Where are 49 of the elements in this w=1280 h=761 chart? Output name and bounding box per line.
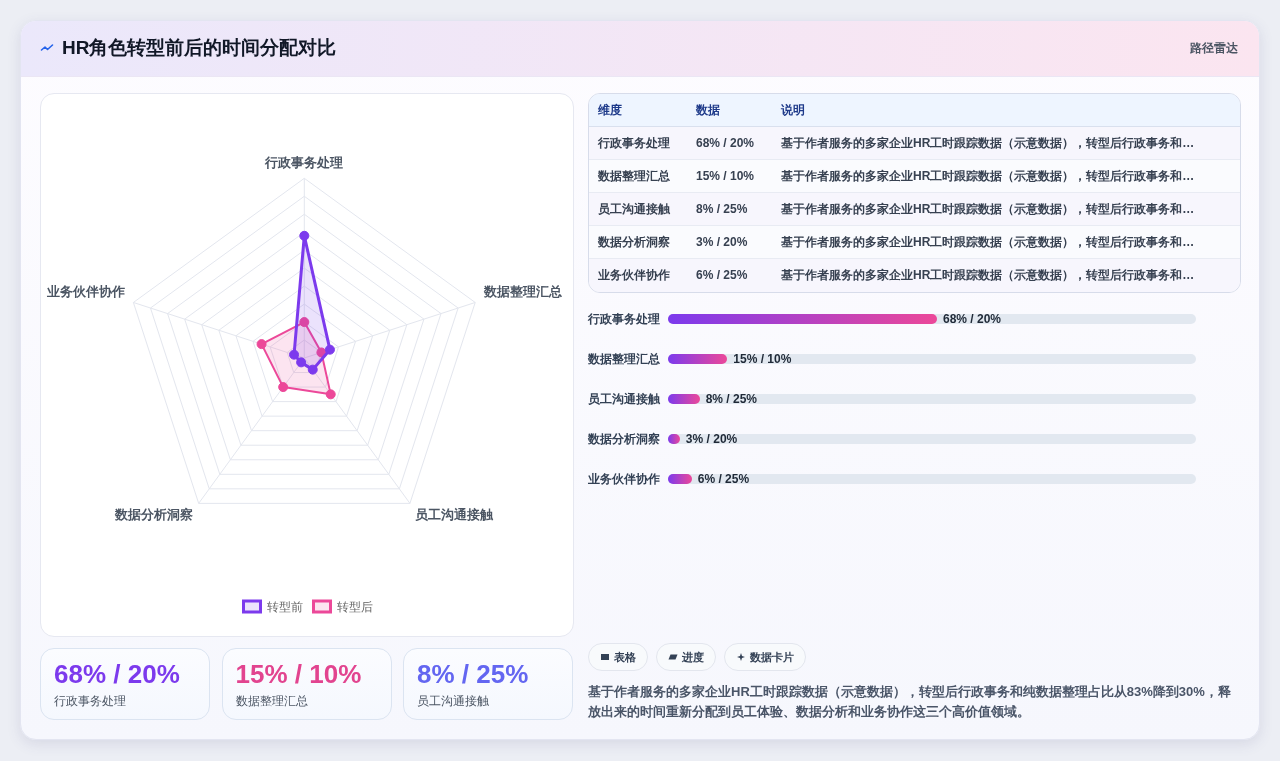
text: 基于作者服务的多家企业HR工时跟踪数据（示意数据），转型后行政事务和… [781,168,1195,184]
text: 8% / 25% [417,659,529,689]
text: 基于作者服务的多家企业HR工时跟踪数据（示意数据），转型后行政事务和… [781,135,1195,151]
axis-label: 业务伙伴协作 [46,284,125,300]
text: 数据 [696,102,720,118]
text: 6% / 25% [696,267,748,283]
text: 8% / 25% [696,201,748,217]
data-label: 68% / 20% [943,311,1002,327]
text: 15% / 10% [235,659,362,689]
legend-item: 转型后 [312,599,373,614]
text: 说明 [781,102,805,118]
text: 进度 [682,649,704,665]
y-tick-label: 数据分析洞察 [588,431,660,447]
category-label: 行政事务处理 [598,135,670,151]
y-tick-label: 行政事务处理 [588,311,660,327]
data-label: 15% / 10% [733,351,792,367]
text: 基于作者服务的多家企业HR工时跟踪数据（示意数据），转型后行政事务和… [781,201,1195,217]
y-tick-label: 员工沟通接触 [588,391,660,407]
category-label: 员工沟通接触 [417,693,489,709]
text: 基于作者服务的多家企业HR工时跟踪数据（示意数据），转型后行政事务和… [781,234,1195,250]
category-label: 数据整理汇总 [598,168,670,184]
category-label: 数据整理汇总 [235,693,308,709]
text: 3% / 20% [696,234,748,250]
text: 15% / 10% [696,168,755,184]
axis-label: 员工沟通接触 [415,507,494,523]
text: 维度 [598,102,622,118]
data-label: 3% / 20% [685,431,738,447]
text: 路径雷达 [1190,40,1238,56]
axis-label: 数据整理汇总 [483,284,562,300]
legend-item: 转型前 [242,599,303,614]
text: 68% / 20% [54,659,180,689]
category-label: 业务伙伴协作 [598,267,670,283]
axis-label: 数据分析洞察 [115,507,194,523]
data-label: 8% / 25% [705,391,758,407]
text: 基于作者服务的多家企业HR工时跟踪数据（示意数据），转型后行政事务和… [781,267,1195,283]
category-label: 数据分析洞察 [598,234,670,250]
category-label: 行政事务处理 [54,693,126,709]
y-tick-label: 业务伙伴协作 [588,471,660,487]
data-label: 6% / 25% [697,471,750,487]
text: 表格 [614,649,636,665]
y-tick-label: 数据整理汇总 [588,351,660,367]
legend-label: 转型后 [337,600,373,614]
axis-label: 行政事务处理 [265,154,344,170]
text: HR角色转型前后的时间分配对比 [62,36,337,60]
legend-label: 转型前 [267,600,303,614]
category-label: 员工沟通接触 [598,201,670,217]
text: 数据卡片 [750,649,794,665]
text: 68% / 20% [696,135,755,151]
text: 基于作者服务的多家企业HR工时跟踪数据（示意数据），转型后行政事务和纯数据整理占比从83%降到30%，释放出来的时间重新分配到员工体验、数据分析和业务协作这三个高价值领域。 [588,683,1232,721]
